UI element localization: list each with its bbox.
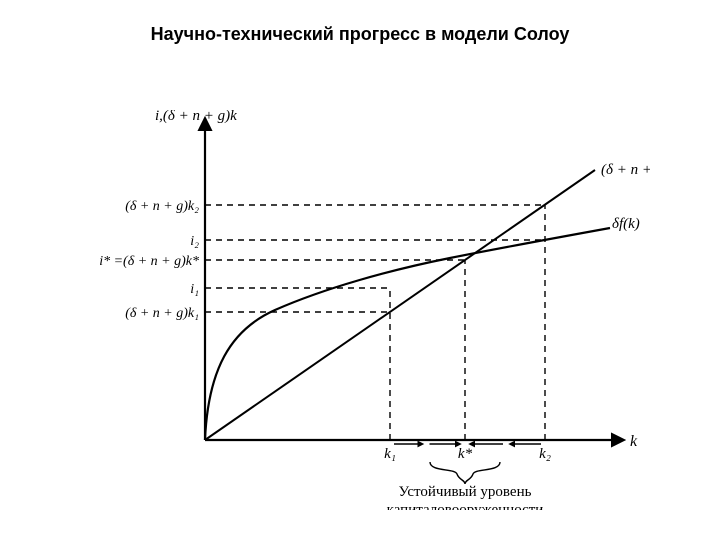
page-title: Научно-технический прогресс в модели Сол…: [0, 24, 720, 45]
steady-state-caption-1: Устойчивый уровень: [399, 484, 532, 500]
x-axis-label: k: [630, 433, 638, 450]
ylabel-dep-k1: (δ + n + g)k₁: [125, 306, 199, 321]
depreciation-line: [205, 170, 595, 440]
solow-diagram: (δ + n + g)k₂ i₂ i* =(δ + n + g)k* i₁ (δ…: [90, 110, 650, 490]
xlabel-kstar: k*: [458, 446, 473, 462]
ylabel-i2: i₂: [190, 234, 199, 249]
ylabel-i1: i₁: [190, 282, 199, 297]
xlabel-k2: k₂: [539, 446, 551, 462]
steady-state-caption-2: капиталовооруженности: [387, 502, 544, 510]
ylabel-dep-k2: (δ + n + g)k₂: [125, 199, 199, 214]
xlabel-k1: k₁: [384, 446, 396, 462]
y-axis-label: i,(δ + n + g)k: [155, 110, 237, 124]
depreciation-line-label: (δ + n + g)k: [601, 162, 650, 178]
savings-curve-label: δf(k): [612, 216, 640, 232]
steady-state-brace: [430, 462, 500, 484]
ylabel-istar: i* =(δ + n + g)k*: [99, 254, 199, 269]
chart-svg: (δ + n + g)k₂ i₂ i* =(δ + n + g)k* i₁ (δ…: [90, 110, 650, 510]
